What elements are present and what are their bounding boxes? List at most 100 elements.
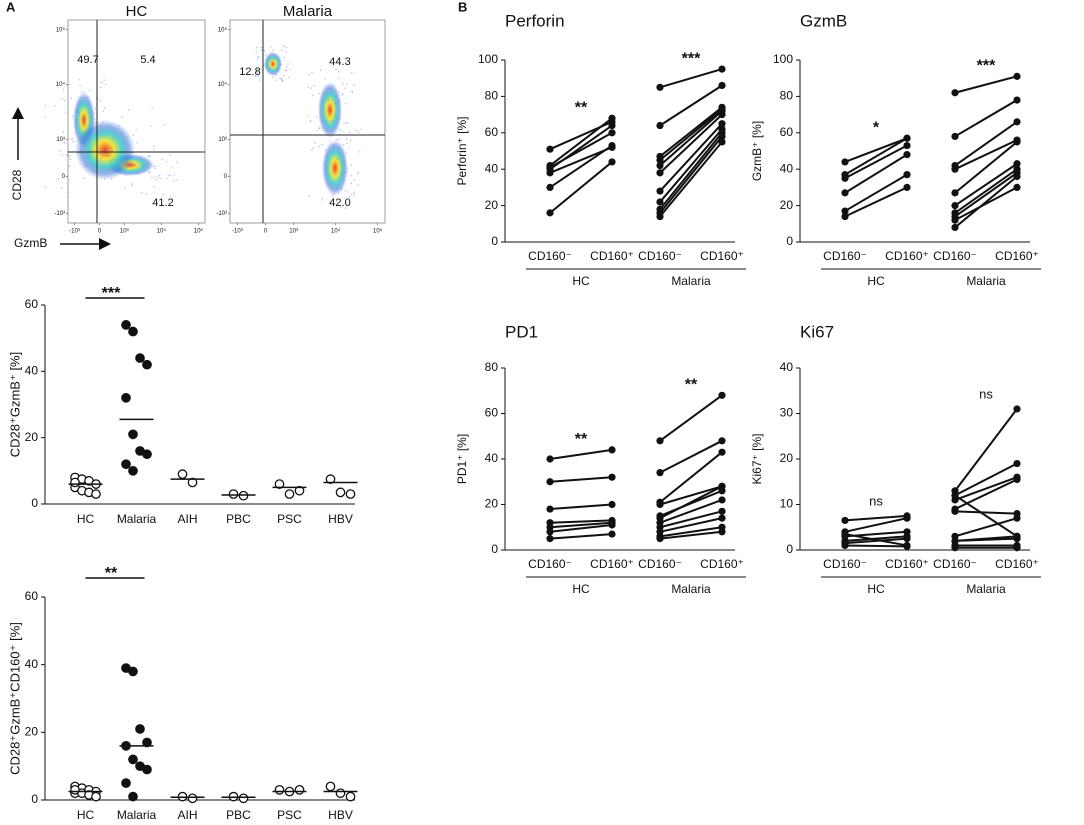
data-point	[91, 489, 101, 499]
density-dot	[144, 165, 147, 167]
density-dot	[115, 168, 117, 170]
y-tick-label: 20	[780, 198, 794, 212]
data-point	[951, 507, 959, 515]
chart-title: HC	[126, 3, 148, 20]
data-point	[656, 212, 664, 221]
data-point	[121, 393, 131, 403]
pair-line	[659, 530, 723, 540]
pair-line	[659, 68, 723, 89]
data-point	[546, 478, 554, 486]
density-dot	[120, 157, 122, 159]
density-dot	[311, 71, 313, 74]
y-tick-label: 0	[491, 542, 498, 556]
density-dot	[326, 154, 329, 156]
density-dot	[283, 56, 285, 59]
density-dot	[125, 173, 127, 176]
group-label: HC	[867, 582, 885, 596]
x-tick-label: 0	[264, 229, 268, 235]
x-tick-label: 10⁴	[331, 228, 341, 235]
density-dot	[107, 169, 109, 171]
density-dot	[341, 172, 343, 175]
data-point	[187, 477, 198, 488]
y-tick-label: 10⁵	[218, 26, 228, 33]
density-dot	[131, 185, 133, 187]
density-dot	[132, 162, 135, 164]
pair-line	[954, 478, 1018, 510]
density-dot	[89, 154, 91, 157]
density-dot	[332, 85, 334, 88]
density-dot	[285, 51, 287, 53]
pair-line	[844, 517, 908, 533]
data-point	[903, 141, 911, 150]
density-dot	[94, 107, 97, 110]
pair-line	[659, 489, 723, 517]
density-dot	[79, 84, 81, 87]
x-tick-label: CD160⁺	[700, 249, 744, 263]
group-label: HC	[867, 274, 885, 288]
data-point	[951, 223, 959, 232]
density-dot	[284, 69, 287, 72]
data-point	[1013, 459, 1021, 468]
density-dot	[333, 144, 335, 146]
density-dot	[69, 158, 71, 160]
data-point	[718, 391, 726, 399]
data-point	[142, 764, 152, 775]
data-point	[718, 138, 726, 146]
y-axis-label: GzmB⁺ [%]	[750, 121, 764, 181]
density-dot	[282, 75, 285, 77]
density-dot	[279, 59, 281, 62]
x-tick-label: PBC	[226, 808, 251, 822]
density-dot	[123, 155, 126, 158]
data-point	[1013, 514, 1021, 522]
density-dot	[129, 164, 131, 166]
y-tick-label: -10³	[54, 211, 65, 217]
pair-line	[549, 523, 613, 533]
density-dot	[338, 91, 340, 93]
density-dot	[335, 138, 337, 141]
data-point	[951, 491, 959, 499]
density-dot	[357, 131, 360, 133]
density-dot	[87, 156, 90, 159]
density-dot	[100, 158, 102, 160]
data-point	[608, 530, 616, 538]
density-dot	[258, 79, 261, 81]
density-dot	[275, 73, 277, 75]
significance-label: ns	[869, 493, 883, 508]
significance-label: **	[105, 565, 118, 582]
density-dot	[260, 49, 263, 51]
data-point	[841, 207, 849, 215]
density-dot	[282, 45, 285, 48]
density-dot	[169, 154, 171, 156]
density-dot	[347, 191, 349, 193]
density-dot	[312, 147, 314, 149]
pair-line	[659, 517, 723, 533]
density-dot	[154, 176, 156, 178]
density-dot	[83, 91, 86, 93]
density-dot	[126, 161, 128, 163]
density-dot	[320, 69, 322, 72]
data-point	[903, 514, 911, 522]
x-tick-label: AIH	[177, 808, 197, 822]
density-dot	[151, 107, 153, 110]
x-tick-label: PSC	[277, 512, 302, 526]
pair-line	[659, 108, 723, 161]
x-tick-label: CD160⁻	[528, 249, 572, 263]
pair-line	[549, 503, 613, 511]
x-tick-label: 10³	[289, 229, 298, 235]
chart-title: PD1	[505, 322, 538, 341]
data-point	[903, 134, 911, 142]
pair-line	[844, 153, 908, 194]
pair-line	[659, 135, 723, 214]
density-dot	[99, 100, 102, 102]
density-dot	[314, 142, 317, 144]
x-tick-label: -10³	[69, 229, 80, 235]
density-dot	[329, 87, 331, 90]
density-dot	[339, 128, 341, 131]
pair-line	[954, 75, 1018, 94]
density-dot	[334, 115, 336, 118]
chart-title: Perforin	[505, 11, 565, 30]
density-dot	[63, 100, 66, 102]
data-point	[656, 198, 664, 206]
density-dot	[334, 102, 337, 105]
density-dot	[158, 175, 161, 177]
